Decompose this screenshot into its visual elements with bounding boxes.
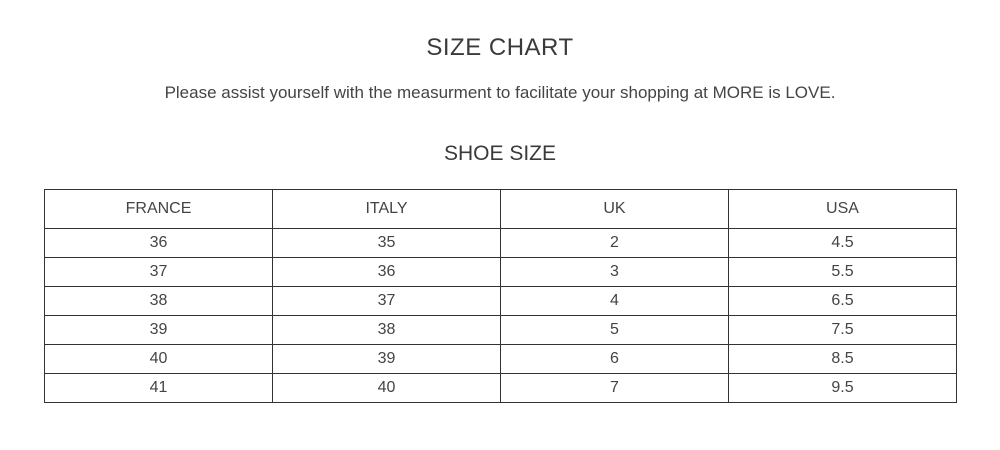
table-row: 36 35 2 4.5: [44, 228, 957, 258]
cell-france: 39: [44, 315, 273, 345]
cell-italy: 35: [272, 228, 501, 258]
cell-france: 36: [44, 228, 273, 258]
table-row: 40 39 6 8.5: [44, 344, 957, 374]
cell-france: 37: [44, 257, 273, 287]
table-header-row: FRANCE ITALY UK USA: [44, 189, 957, 229]
cell-uk: 6: [500, 344, 729, 374]
cell-uk: 5: [500, 315, 729, 345]
cell-italy: 36: [272, 257, 501, 287]
cell-uk: 4: [500, 286, 729, 316]
table-row: 41 40 7 9.5: [44, 373, 957, 403]
section-title: SHOE SIZE: [443, 142, 557, 165]
cell-usa: 7.5: [728, 315, 957, 345]
cell-uk: 2: [500, 228, 729, 258]
cell-usa: 8.5: [728, 344, 957, 374]
cell-uk: 3: [500, 257, 729, 287]
cell-italy: 39: [272, 344, 501, 374]
cell-france: 40: [44, 344, 273, 374]
table-row: 37 36 3 5.5: [44, 257, 957, 287]
cell-uk: 7: [500, 373, 729, 403]
cell-usa: 4.5: [728, 228, 957, 258]
column-header-france: FRANCE: [44, 189, 273, 229]
page-subtitle: Please assist yourself with the measurme…: [164, 83, 836, 102]
cell-usa: 9.5: [728, 373, 957, 403]
cell-italy: 40: [272, 373, 501, 403]
page-title: SIZE CHART: [426, 34, 574, 61]
cell-italy: 37: [272, 286, 501, 316]
cell-france: 38: [44, 286, 273, 316]
cell-usa: 6.5: [728, 286, 957, 316]
column-header-usa: USA: [728, 189, 957, 229]
table-row: 38 37 4 6.5: [44, 286, 957, 316]
cell-usa: 5.5: [728, 257, 957, 287]
cell-italy: 38: [272, 315, 501, 345]
shoe-size-table: FRANCE ITALY UK USA 36 35 2 4.5 37 36 3 5.5 38 37…: [44, 189, 957, 403]
table-row: 39 38 5 7.5: [44, 315, 957, 345]
column-header-uk: UK: [500, 189, 729, 229]
cell-france: 41: [44, 373, 273, 403]
column-header-italy: ITALY: [272, 189, 501, 229]
